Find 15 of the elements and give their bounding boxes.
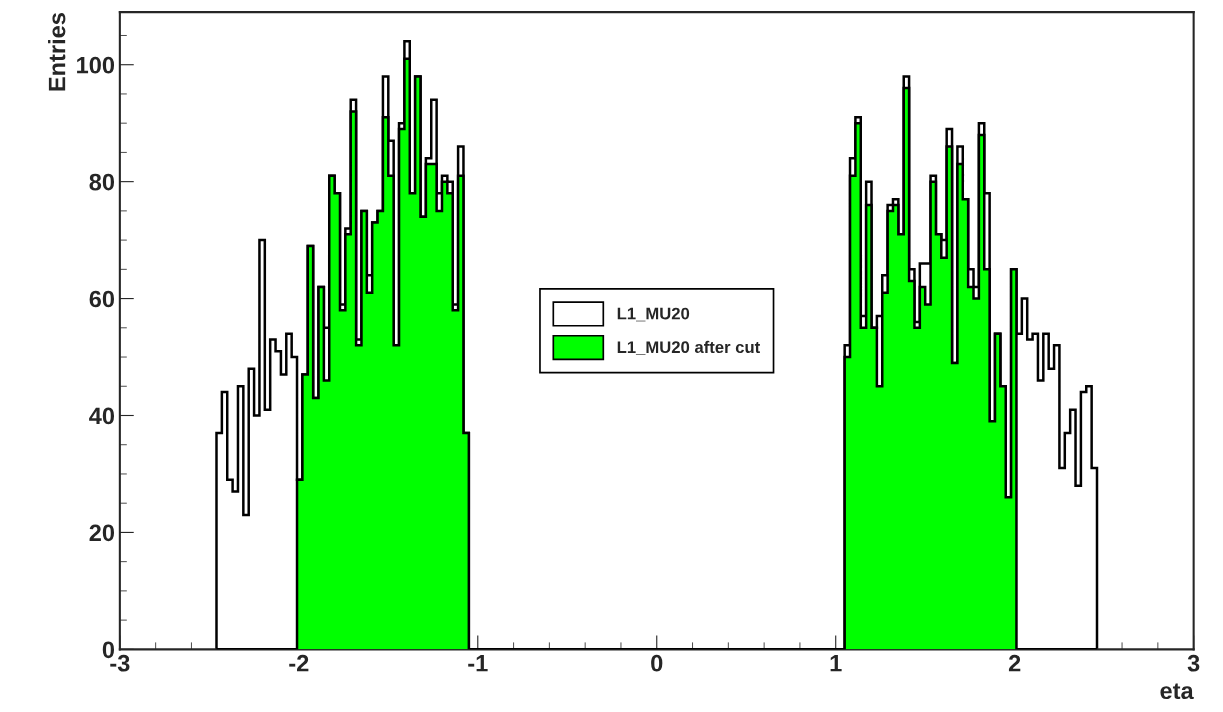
y-tick-label: 20 [89, 524, 115, 542]
y-tick-label: 60 [89, 290, 115, 308]
y-tick-label: 100 [77, 56, 115, 74]
legend-label: L1_MU20 [617, 307, 690, 322]
y-axis-title: Entries [48, 13, 66, 91]
legend-label: L1_MU20 after cut [617, 340, 760, 355]
x-tick-label: 0 [651, 654, 663, 672]
x-tick-label: 3 [1187, 654, 1200, 672]
x-tick-label: -2 [289, 654, 309, 672]
x-tick-label: 1 [830, 655, 842, 672]
x-tick-label: 2 [1008, 654, 1021, 672]
y-tick-label: 80 [89, 173, 115, 191]
x-axis-title: eta [1160, 683, 1194, 700]
x-tick-label: -1 [468, 655, 488, 672]
y-tick-label: 40 [89, 407, 115, 425]
